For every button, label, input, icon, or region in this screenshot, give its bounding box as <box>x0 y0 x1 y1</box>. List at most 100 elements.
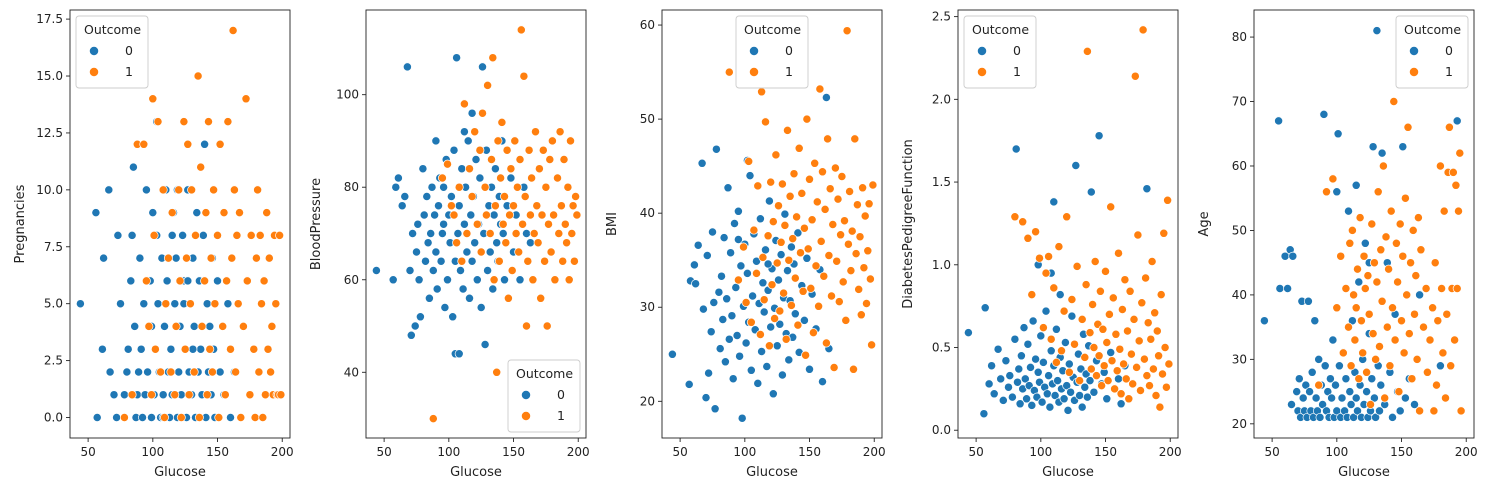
data-point-outcome-0 <box>1045 402 1055 412</box>
data-point-outcome-1 <box>503 293 513 303</box>
data-point-outcome-0 <box>437 229 447 238</box>
data-point-outcome-0 <box>979 409 989 419</box>
data-point-outcome-1 <box>546 247 556 257</box>
data-point-outcome-0 <box>772 341 782 351</box>
data-point-outcome-0 <box>453 229 463 238</box>
data-point-outcome-1 <box>1354 374 1364 384</box>
data-point-outcome-1 <box>1160 343 1170 352</box>
data-point-outcome-0 <box>1307 367 1317 377</box>
data-point-outcome-0 <box>684 379 694 389</box>
data-point-outcome-0 <box>784 355 794 365</box>
data-point-outcome-0 <box>1328 335 1338 345</box>
data-point-outcome-0 <box>715 344 725 354</box>
data-point-outcome-0 <box>1142 184 1152 194</box>
data-point-outcome-0 <box>109 390 119 400</box>
data-point-outcome-0 <box>742 268 752 278</box>
data-point-outcome-1 <box>556 201 566 211</box>
data-point-outcome-1 <box>213 230 222 240</box>
data-point-outcome-0 <box>1372 26 1382 36</box>
data-point-outcome-1 <box>520 192 530 201</box>
data-point-outcome-1 <box>814 301 824 311</box>
data-point-outcome-1 <box>254 367 264 377</box>
data-point-outcome-1 <box>1088 300 1098 309</box>
data-point-outcome-0 <box>1319 109 1329 119</box>
data-point-outcome-0 <box>1398 142 1408 152</box>
data-point-outcome-1 <box>1159 228 1169 238</box>
chart-5-age: 50 100 150 200 20 30 40 50 60 70 80 Glucose Age Outco… <box>1197 9 1478 480</box>
y-tick-label: 30 <box>640 300 655 314</box>
chart-1-pregnancies: 50 100 150 200 0.0 2.5 5.0 7.5 10.0 12.5 15.0 17.5 G… <box>13 9 294 480</box>
data-point-outcome-0 <box>1368 142 1378 152</box>
data-point-outcome-1 <box>1454 206 1463 216</box>
data-point-outcome-1 <box>1381 232 1391 242</box>
data-point-outcome-1 <box>1115 344 1125 354</box>
y-axis-label: Age <box>1197 211 1212 236</box>
data-point-outcome-1 <box>156 367 166 377</box>
x-tick-label: 100 <box>141 445 164 459</box>
data-point-outcome-0 <box>1102 394 1112 404</box>
data-point-outcome-1 <box>253 185 263 195</box>
data-point-outcome-0 <box>711 144 721 154</box>
data-point-outcome-1 <box>559 155 569 164</box>
data-point-outcome-0 <box>1337 393 1347 403</box>
data-point-outcome-0 <box>722 294 732 304</box>
data-point-outcome-1 <box>1441 393 1450 403</box>
data-point-outcome-1 <box>1328 174 1338 184</box>
data-point-outcome-0 <box>709 298 719 307</box>
data-point-outcome-0 <box>226 413 235 422</box>
data-point-outcome-0 <box>786 242 796 252</box>
data-point-outcome-0 <box>443 275 452 285</box>
data-point-outcome-1 <box>1421 284 1431 293</box>
data-point-outcome-0 <box>1415 290 1425 300</box>
data-point-outcome-0 <box>1331 380 1340 390</box>
data-point-outcome-1 <box>1136 386 1145 395</box>
data-point-outcome-1 <box>505 210 515 220</box>
data-point-outcome-0 <box>1114 374 1123 384</box>
data-point-outcome-1 <box>271 299 281 309</box>
data-point-outcome-0 <box>422 192 432 201</box>
legend: Outcome 0 1 <box>735 15 809 89</box>
data-point-outcome-0 <box>777 370 787 380</box>
data-point-outcome-1 <box>810 158 820 168</box>
data-point-outcome-0 <box>1315 412 1325 422</box>
data-point-outcome-1 <box>846 266 856 276</box>
data-point-outcome-1 <box>1123 326 1132 336</box>
data-point-outcome-0 <box>766 322 776 332</box>
data-point-outcome-0 <box>1053 376 1063 386</box>
data-point-outcome-1 <box>855 232 865 242</box>
data-point-outcome-1 <box>1422 367 1432 377</box>
data-point-outcome-1 <box>1059 306 1069 316</box>
data-point-outcome-0 <box>1062 381 1072 391</box>
data-point-outcome-1 <box>797 188 807 198</box>
data-point-outcome-1 <box>516 25 526 35</box>
data-point-outcome-0 <box>708 227 717 237</box>
data-point-outcome-1 <box>207 367 217 377</box>
data-point-outcome-0 <box>470 238 480 248</box>
data-point-outcome-1 <box>443 159 452 169</box>
data-point-outcome-1 <box>558 256 568 266</box>
data-point-outcome-0 <box>424 293 434 303</box>
data-point-outcome-0 <box>472 275 482 285</box>
data-point-outcome-1 <box>1406 258 1416 268</box>
data-point-outcome-1 <box>540 256 550 266</box>
data-point-outcome-1 <box>259 276 269 286</box>
data-point-outcome-0 <box>1305 387 1315 397</box>
data-point-outcome-0 <box>758 278 768 288</box>
data-point-outcome-1 <box>506 164 516 174</box>
data-point-outcome-1 <box>470 127 480 137</box>
x-tick-label: 50 <box>968 445 983 459</box>
data-point-outcome-1 <box>553 173 562 183</box>
data-point-outcome-1 <box>1070 339 1079 349</box>
data-point-outcome-0 <box>166 344 176 354</box>
data-point-outcome-1 <box>767 280 777 290</box>
data-point-outcome-0 <box>457 164 467 174</box>
data-point-outcome-1 <box>1373 187 1383 197</box>
data-point-outcome-0 <box>1354 277 1364 287</box>
data-point-outcome-1 <box>489 275 499 285</box>
data-point-outcome-1 <box>228 26 238 35</box>
x-tick-label: 200 <box>863 445 886 459</box>
data-point-outcome-0 <box>736 261 746 271</box>
x-axis-label: Glucose <box>154 465 206 480</box>
data-point-outcome-0 <box>724 334 734 344</box>
data-point-outcome-1 <box>793 320 803 330</box>
